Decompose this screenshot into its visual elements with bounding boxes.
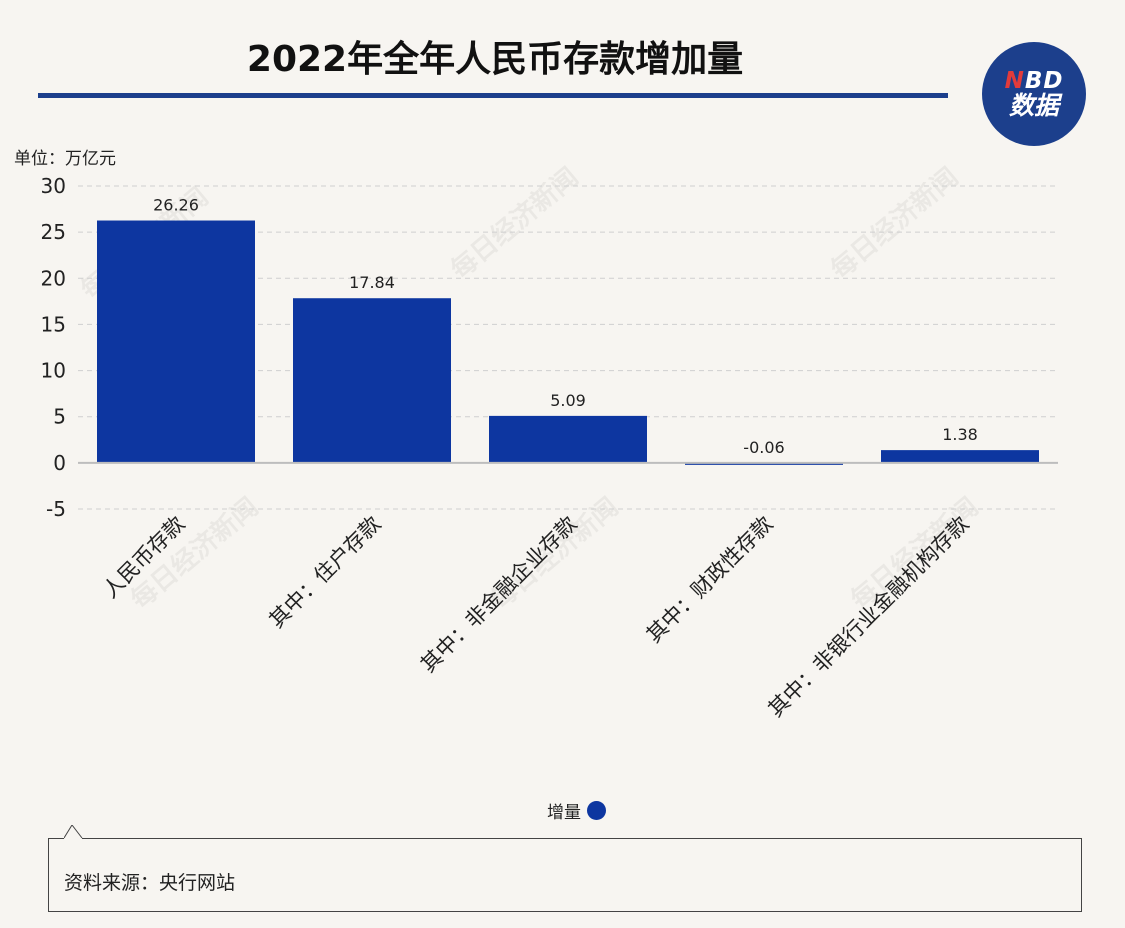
logo-bd: BD <box>1024 67 1064 94</box>
bar <box>881 450 1039 463</box>
y-tick-label: -5 <box>46 497 66 521</box>
legend: 增量 <box>547 798 606 823</box>
x-tick-label: 其中：住户存款 <box>265 512 386 633</box>
unit-label: 单位：万亿元 <box>14 149 116 169</box>
source-text: 资料来源：央行网站 <box>64 872 236 894</box>
callout-pointer <box>64 825 83 839</box>
chart-title: 2022年全年人民币存款增加量 <box>246 39 744 80</box>
y-tick-label: 20 <box>41 266 66 290</box>
y-tick-label: 10 <box>41 359 66 383</box>
y-tick-label: 30 <box>41 174 66 198</box>
bar <box>293 298 451 463</box>
logo-subtitle: 数据 <box>1008 90 1059 120</box>
logo-n: N <box>1004 67 1025 94</box>
data-label: 1.38 <box>942 425 978 444</box>
bar <box>97 220 255 463</box>
data-label: 17.84 <box>349 273 395 292</box>
legend-marker <box>587 801 606 820</box>
y-tick-label: 25 <box>41 220 66 244</box>
data-label: 26.26 <box>153 196 199 215</box>
bar-chart: 每日经济新闻每日经济新闻每日经济新闻每日经济新闻每日经济新闻每日经济新闻每日经济… <box>41 161 1058 722</box>
legend-label: 增量 <box>547 803 581 823</box>
data-label: 5.09 <box>550 391 586 410</box>
x-tick-label: 其中：非银行业金融机构存款 <box>764 512 974 722</box>
nbd-logo: NBD 数据 <box>982 42 1086 146</box>
y-tick-label: 5 <box>53 405 66 429</box>
y-tick-label: 15 <box>41 312 66 336</box>
source-box <box>48 825 1082 912</box>
y-tick-label: 0 <box>53 451 66 475</box>
bar <box>489 415 647 463</box>
title-underline <box>38 93 948 98</box>
x-tick-label: 其中：非金融企业存款 <box>416 512 581 677</box>
x-tick-label: 其中：财政性存款 <box>642 512 778 648</box>
logo-brand: NBD <box>1005 69 1064 93</box>
data-label: -0.06 <box>743 438 784 457</box>
watermark-text: 每日经济新闻 <box>825 161 964 285</box>
watermark-text: 每日经济新闻 <box>445 161 584 285</box>
